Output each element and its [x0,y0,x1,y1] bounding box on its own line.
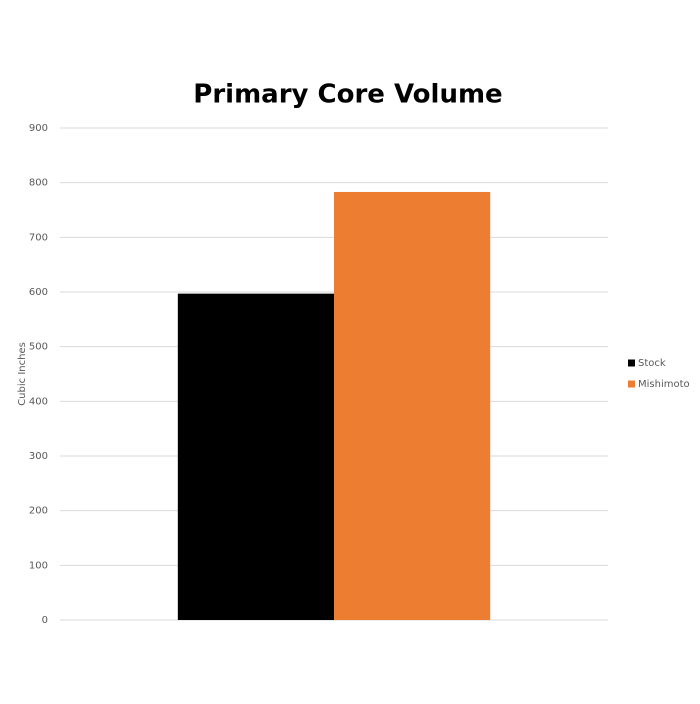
y-tick-label: 500 [29,342,48,353]
chart-title: Primary Core Volume [193,80,502,110]
legend-swatch [628,359,635,367]
y-tick-label: 900 [29,123,48,134]
y-tick-label: 0 [42,615,48,626]
y-axis-label: Cubic Inches [17,342,28,406]
y-tick-label: 100 [29,560,48,571]
y-tick-label: 300 [29,451,48,462]
legend-label: Mishimoto [638,379,690,390]
legend-label: Stock [638,358,666,369]
bar [334,191,491,620]
bar [177,293,334,620]
y-tick-label: 600 [29,287,48,298]
y-tick-label: 400 [29,396,48,407]
y-tick-label: 700 [29,232,48,243]
y-tick-label: 800 [29,178,48,189]
y-tick-label: 200 [29,506,48,517]
legend-swatch [628,380,635,388]
